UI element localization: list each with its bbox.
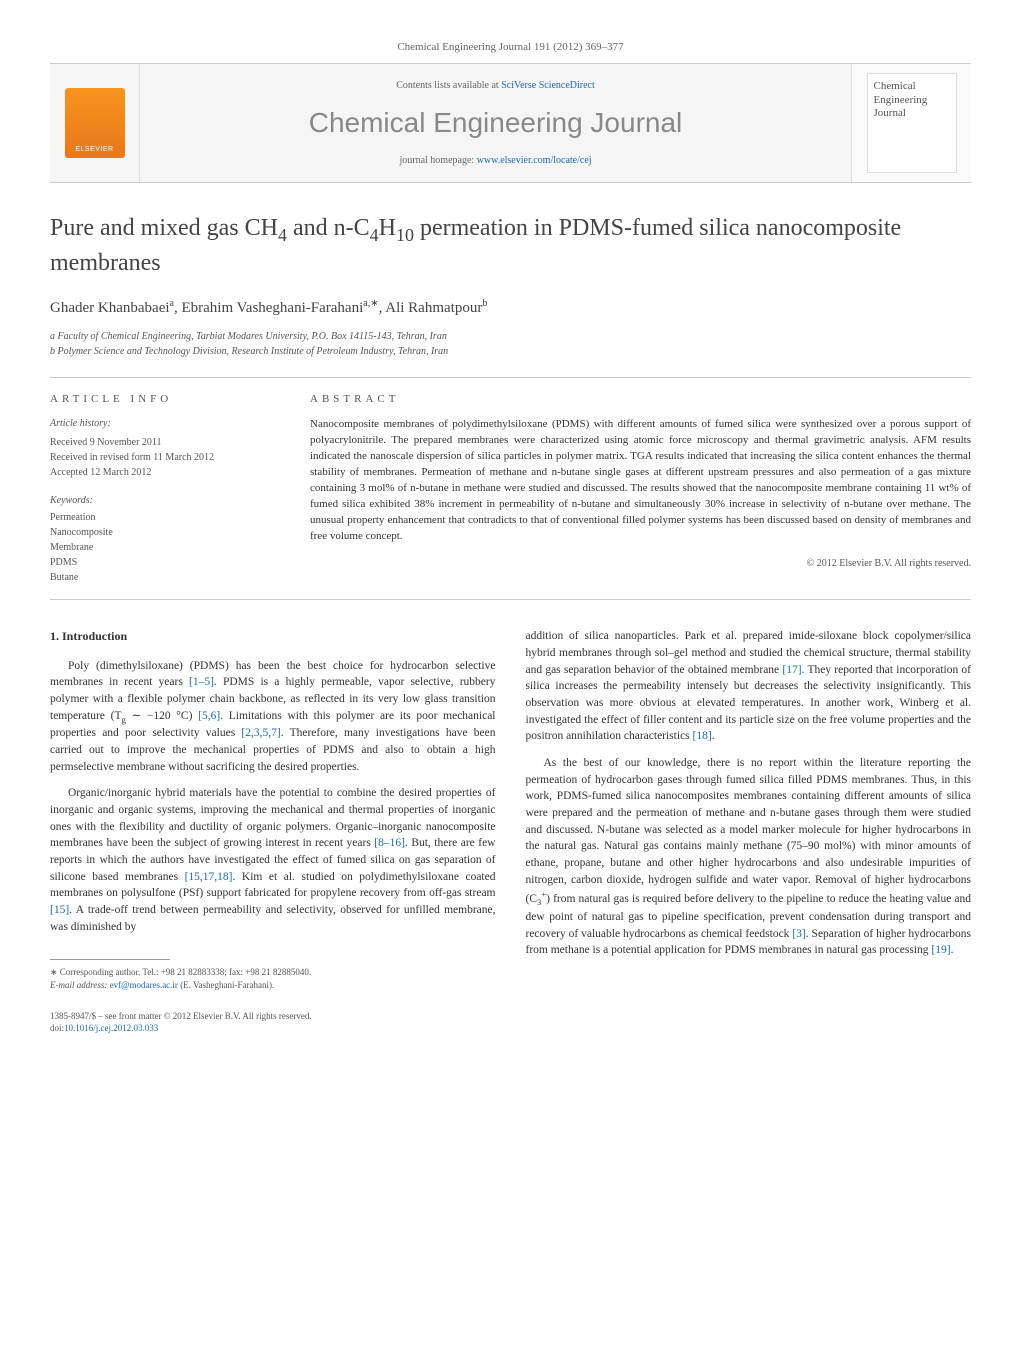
article-info-label: ARTICLE INFO bbox=[50, 392, 280, 407]
abstract-copyright: © 2012 Elsevier B.V. All rights reserved… bbox=[310, 557, 971, 571]
elsevier-logo: ELSEVIER bbox=[65, 88, 125, 158]
doi-link[interactable]: 10.1016/j.cej.2012.03.033 bbox=[64, 1023, 158, 1033]
email-suffix: (E. Vasheghani-Farahani). bbox=[178, 980, 274, 990]
citation-link[interactable]: [19] bbox=[931, 944, 950, 956]
journal-cover-thumbnail: Chemical Engineering Journal bbox=[867, 73, 957, 173]
abstract-label: ABSTRACT bbox=[310, 392, 971, 407]
footnote-separator bbox=[50, 959, 170, 960]
body-paragraph: Poly (dimethylsiloxane) (PDMS) has been … bbox=[50, 658, 496, 776]
article-title: Pure and mixed gas CH4 and n-C4H10 perme… bbox=[50, 213, 971, 278]
citation-link[interactable]: [1–5] bbox=[189, 676, 214, 688]
body-paragraph: Organic/inorganic hybrid materials have … bbox=[50, 785, 496, 935]
elsevier-logo-text: ELSEVIER bbox=[75, 145, 113, 155]
keyword-item: PDMS bbox=[50, 555, 280, 570]
journal-cover-cell: Chemical Engineering Journal bbox=[851, 64, 971, 182]
keyword-item: Permeation bbox=[50, 510, 280, 525]
corresponding-email-line: E-mail address: evf@modares.ac.ir (E. Va… bbox=[50, 979, 496, 992]
keyword-item: Butane bbox=[50, 570, 280, 585]
homepage-prefix: journal homepage: bbox=[399, 155, 476, 166]
body-two-column: 1. Introduction Poly (dimethylsiloxane) … bbox=[50, 628, 971, 1035]
front-matter-line: 1385-8947/$ – see front matter © 2012 El… bbox=[50, 1010, 496, 1023]
doi-line: doi:10.1016/j.cej.2012.03.033 bbox=[50, 1022, 496, 1035]
masthead-center: Contents lists available at SciVerse Sci… bbox=[140, 64, 851, 182]
citation-link[interactable]: [18] bbox=[693, 730, 712, 742]
journal-masthead: ELSEVIER Contents lists available at Sci… bbox=[50, 63, 971, 183]
journal-homepage-line: journal homepage: www.elsevier.com/locat… bbox=[399, 154, 591, 168]
keywords-block: Keywords: Permeation Nanocomposite Membr… bbox=[50, 494, 280, 585]
citation-link[interactable]: [5,6] bbox=[198, 710, 220, 722]
citation-link[interactable]: [15] bbox=[50, 904, 69, 916]
email-label: E-mail address: bbox=[50, 980, 110, 990]
abstract-column: ABSTRACT Nanocomposite membranes of poly… bbox=[310, 392, 971, 585]
citation-link[interactable]: [17] bbox=[782, 664, 801, 676]
history-item: Received in revised form 11 March 2012 bbox=[50, 450, 280, 465]
footer-block: 1385-8947/$ – see front matter © 2012 El… bbox=[50, 1010, 496, 1035]
citation-header: Chemical Engineering Journal 191 (2012) … bbox=[50, 40, 971, 55]
contents-prefix: Contents lists available at bbox=[396, 80, 501, 91]
corresponding-author-line: ∗ Corresponding author. Tel.: +98 21 828… bbox=[50, 966, 496, 979]
journal-name-large: Chemical Engineering Journal bbox=[309, 103, 683, 142]
section-heading-introduction: 1. Introduction bbox=[50, 628, 496, 645]
journal-cover-title: Chemical Engineering Journal bbox=[874, 80, 950, 120]
history-item: Received 9 November 2011 bbox=[50, 435, 280, 450]
info-abstract-row: ARTICLE INFO Article history: Received 9… bbox=[50, 377, 971, 600]
history-item: Accepted 12 March 2012 bbox=[50, 465, 280, 480]
keyword-item: Nanocomposite bbox=[50, 525, 280, 540]
article-info-column: ARTICLE INFO Article history: Received 9… bbox=[50, 392, 280, 585]
history-label: Article history: bbox=[50, 417, 280, 431]
citation-link[interactable]: [8–16] bbox=[374, 837, 405, 849]
author-list: Ghader Khanbabaeia, Ebrahim Vasheghani-F… bbox=[50, 297, 971, 319]
body-paragraph: addition of silica nanoparticles. Park e… bbox=[526, 628, 972, 745]
citation-link[interactable]: [2,3,5,7] bbox=[241, 727, 280, 739]
affiliation-item: a Faculty of Chemical Engineering, Tarbi… bbox=[50, 329, 971, 344]
publisher-logo-cell: ELSEVIER bbox=[50, 64, 140, 182]
journal-homepage-link[interactable]: www.elsevier.com/locate/cej bbox=[477, 155, 592, 166]
keywords-label: Keywords: bbox=[50, 494, 280, 508]
doi-prefix: doi: bbox=[50, 1023, 64, 1033]
body-paragraph: As the best of our knowledge, there is n… bbox=[526, 755, 972, 959]
contents-available-line: Contents lists available at SciVerse Sci… bbox=[396, 79, 595, 93]
corresponding-email-link[interactable]: evf@modares.ac.ir bbox=[110, 980, 178, 990]
body-column-left: 1. Introduction Poly (dimethylsiloxane) … bbox=[50, 628, 496, 1035]
body-column-right: addition of silica nanoparticles. Park e… bbox=[526, 628, 972, 1035]
citation-link[interactable]: [15,17,18] bbox=[185, 871, 233, 883]
affiliations-block: a Faculty of Chemical Engineering, Tarbi… bbox=[50, 329, 971, 359]
citation-link[interactable]: [3] bbox=[792, 928, 805, 940]
sciencedirect-link[interactable]: SciVerse ScienceDirect bbox=[501, 80, 595, 91]
affiliation-item: b Polymer Science and Technology Divisio… bbox=[50, 344, 971, 359]
abstract-text: Nanocomposite membranes of polydimethyls… bbox=[310, 417, 971, 545]
keyword-item: Membrane bbox=[50, 540, 280, 555]
corresponding-author-footnote: ∗ Corresponding author. Tel.: +98 21 828… bbox=[50, 966, 496, 991]
